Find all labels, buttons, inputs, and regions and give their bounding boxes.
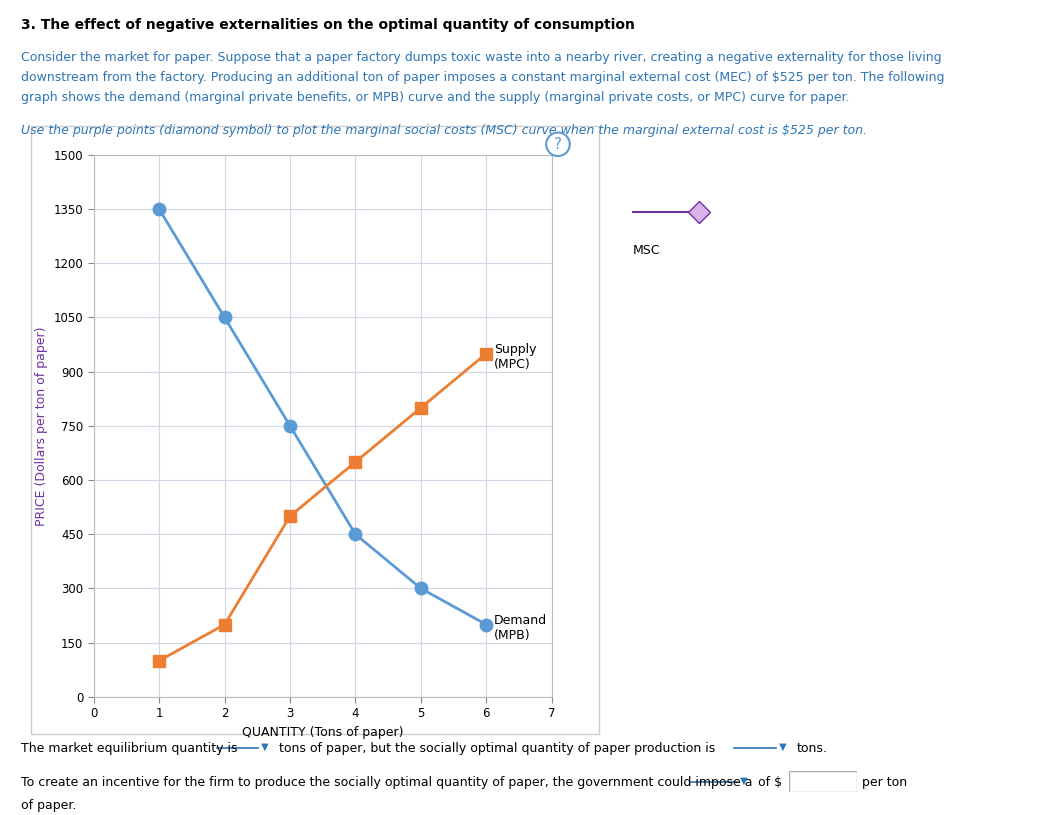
Text: of $: of $ bbox=[758, 776, 782, 789]
Text: of paper.: of paper. bbox=[21, 799, 76, 812]
Text: ?: ? bbox=[554, 137, 562, 152]
Text: Demand
(MPB): Demand (MPB) bbox=[494, 615, 548, 642]
Text: Supply
(MPC): Supply (MPC) bbox=[494, 343, 537, 371]
Text: 3. The effect of negative externalities on the optimal quantity of consumption: 3. The effect of negative externalities … bbox=[21, 18, 635, 32]
Text: ▼: ▼ bbox=[737, 776, 747, 786]
Text: Consider the market for paper. Suppose that a paper factory dumps toxic waste in: Consider the market for paper. Suppose t… bbox=[21, 51, 944, 104]
Text: ▼: ▼ bbox=[258, 742, 269, 751]
Text: tons.: tons. bbox=[796, 742, 828, 755]
Y-axis label: PRICE (Dollars per ton of paper): PRICE (Dollars per ton of paper) bbox=[35, 326, 48, 526]
X-axis label: QUANTITY (Tons of paper): QUANTITY (Tons of paper) bbox=[242, 726, 404, 738]
Text: MSC: MSC bbox=[633, 244, 660, 258]
Text: per ton: per ton bbox=[862, 776, 907, 789]
Text: The market equilibrium quantity is: The market equilibrium quantity is bbox=[21, 742, 237, 755]
Text: ▼: ▼ bbox=[776, 742, 786, 751]
Text: tons of paper, but the socially optimal quantity of paper production is: tons of paper, but the socially optimal … bbox=[279, 742, 715, 755]
Text: Use the purple points (diamond symbol) to plot the marginal social costs (MSC) c: Use the purple points (diamond symbol) t… bbox=[21, 124, 867, 137]
Text: To create an incentive for the firm to produce the socially optimal quantity of : To create an incentive for the firm to p… bbox=[21, 776, 753, 789]
